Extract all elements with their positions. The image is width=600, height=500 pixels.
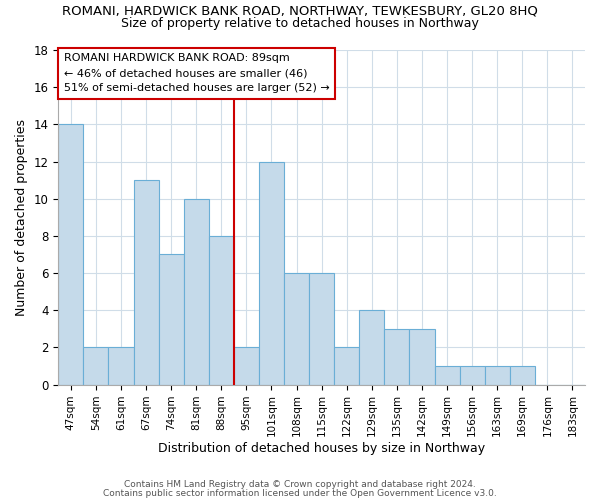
Bar xyxy=(184,198,209,384)
Bar xyxy=(359,310,385,384)
Bar xyxy=(485,366,510,384)
Text: ROMANI HARDWICK BANK ROAD: 89sqm
← 46% of detached houses are smaller (46)
51% o: ROMANI HARDWICK BANK ROAD: 89sqm ← 46% o… xyxy=(64,54,329,93)
Bar xyxy=(434,366,460,384)
Bar xyxy=(209,236,234,384)
Bar xyxy=(234,348,259,385)
Bar xyxy=(510,366,535,384)
Y-axis label: Number of detached properties: Number of detached properties xyxy=(15,119,28,316)
Bar xyxy=(134,180,158,384)
Bar xyxy=(460,366,485,384)
Text: ROMANI, HARDWICK BANK ROAD, NORTHWAY, TEWKESBURY, GL20 8HQ: ROMANI, HARDWICK BANK ROAD, NORTHWAY, TE… xyxy=(62,5,538,18)
Bar xyxy=(158,254,184,384)
Bar xyxy=(58,124,83,384)
Bar xyxy=(284,273,309,384)
Bar xyxy=(334,348,359,385)
X-axis label: Distribution of detached houses by size in Northway: Distribution of detached houses by size … xyxy=(158,442,485,455)
Bar xyxy=(109,348,134,385)
Bar xyxy=(83,348,109,385)
Text: Size of property relative to detached houses in Northway: Size of property relative to detached ho… xyxy=(121,18,479,30)
Text: Contains HM Land Registry data © Crown copyright and database right 2024.: Contains HM Land Registry data © Crown c… xyxy=(124,480,476,489)
Bar xyxy=(385,329,409,384)
Bar xyxy=(409,329,434,384)
Bar xyxy=(309,273,334,384)
Bar xyxy=(259,162,284,384)
Text: Contains public sector information licensed under the Open Government Licence v3: Contains public sector information licen… xyxy=(103,488,497,498)
